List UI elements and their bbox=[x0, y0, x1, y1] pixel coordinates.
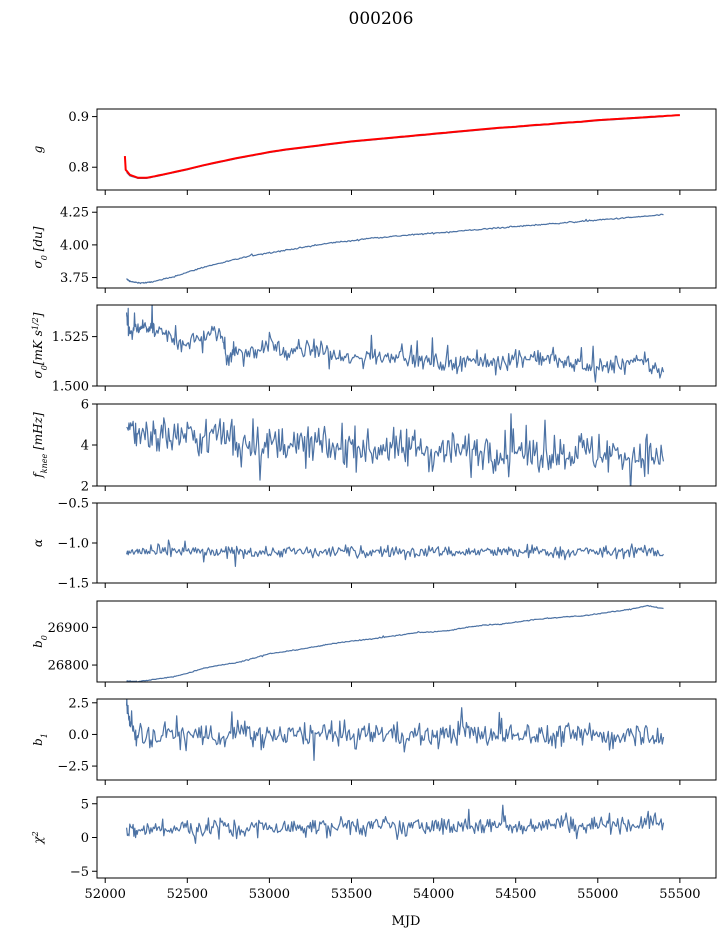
series-group bbox=[126, 539, 664, 568]
series-line-overlay bbox=[123, 114, 680, 179]
panel-7: −2.5 0.0 2.5 b1 bbox=[31, 696, 717, 785]
y-tick-label: 2 bbox=[81, 480, 89, 495]
panel-frame bbox=[96, 698, 717, 781]
y-tick-label: 0.0 bbox=[68, 728, 89, 743]
x-tick-label: 53500 bbox=[331, 887, 372, 902]
y-tick-label: 4.00 bbox=[60, 238, 89, 253]
series-group bbox=[126, 213, 664, 285]
panel-frame bbox=[96, 206, 717, 289]
panel-frame bbox=[96, 502, 717, 584]
y-axis-label: b0 bbox=[31, 635, 49, 648]
panels: 0.8 0.9 g 3.75 4.00 4.25 σ0 [du] 1.500 1.525σ0[m… bbox=[31, 108, 717, 883]
y-tick-label: 4 bbox=[81, 439, 89, 454]
y-axis-label: fknee [mHz] bbox=[31, 412, 49, 479]
y-tick-label: 26900 bbox=[48, 621, 89, 636]
series-line bbox=[126, 413, 665, 486]
panel-frame bbox=[96, 304, 717, 387]
x-tick-label: 55500 bbox=[659, 887, 700, 902]
panel-8: −5 0 5 χ2 bbox=[31, 796, 717, 883]
series-group bbox=[123, 114, 680, 179]
y-tick-label: 1.500 bbox=[52, 380, 89, 395]
panel-4: 2 4 6 fknee [mHz] bbox=[31, 398, 717, 495]
y-axis-label: χ2 bbox=[31, 831, 46, 844]
series-group bbox=[126, 804, 665, 844]
series-group bbox=[126, 699, 665, 762]
panel-1: 0.8 0.9 g bbox=[31, 108, 717, 195]
x-tick-label: 52500 bbox=[167, 887, 208, 902]
series-line bbox=[126, 116, 664, 179]
y-axis-label: σ0[mK s1/2] bbox=[31, 312, 49, 378]
shared-x-axis: 52000 52500 53000 53500 54000 54500 55000 55500 bbox=[85, 887, 701, 902]
series-group bbox=[126, 413, 665, 486]
series-group bbox=[126, 604, 664, 682]
panel-frame bbox=[96, 108, 717, 191]
y-tick-label: −5 bbox=[70, 865, 89, 880]
y-axis-label: σ0 [du] bbox=[31, 226, 49, 268]
y-tick-label: −1.5 bbox=[57, 577, 89, 592]
x-tick-label: 55000 bbox=[577, 887, 618, 902]
x-tick-label: 52000 bbox=[85, 887, 126, 902]
y-axis-label: α bbox=[31, 539, 45, 547]
y-axis-label: b1 bbox=[31, 733, 49, 746]
y-tick-label: 2.5 bbox=[68, 696, 89, 711]
series-line bbox=[126, 804, 665, 844]
y-tick-label: 0 bbox=[81, 831, 89, 846]
x-tick-label: 54500 bbox=[495, 887, 536, 902]
x-axis-label: MJD bbox=[392, 914, 421, 929]
y-tick-label: 1.525 bbox=[52, 330, 89, 345]
panel-2: 3.75 4.00 4.25 σ0 [du] bbox=[31, 206, 717, 293]
series-line bbox=[126, 539, 664, 568]
panel-frame bbox=[96, 796, 717, 879]
y-tick-label: 3.75 bbox=[60, 271, 89, 286]
y-tick-label: 0.9 bbox=[68, 110, 89, 125]
x-tick-label: 54000 bbox=[413, 887, 454, 902]
y-tick-label: 4.25 bbox=[60, 206, 89, 221]
y-tick-label: −0.5 bbox=[57, 497, 89, 512]
panel-frame bbox=[96, 600, 717, 683]
figure-title: 000206 bbox=[349, 9, 414, 29]
y-tick-label: −2.5 bbox=[57, 760, 89, 775]
y-tick-label: 26800 bbox=[48, 659, 89, 674]
y-tick-label: 0.8 bbox=[68, 161, 89, 176]
y-tick-label: −1.0 bbox=[57, 537, 89, 552]
x-tick-label: 53000 bbox=[249, 887, 290, 902]
y-axis-label: g bbox=[31, 145, 45, 153]
series-line bbox=[126, 604, 664, 682]
panel-5: −1.5 −1.0 −0.5 α bbox=[31, 497, 717, 592]
series-group bbox=[126, 305, 665, 383]
series-line bbox=[126, 699, 665, 762]
series-line bbox=[126, 213, 664, 285]
y-tick-label: 6 bbox=[81, 398, 89, 413]
series-line bbox=[126, 305, 665, 383]
y-tick-label: 5 bbox=[81, 797, 89, 812]
